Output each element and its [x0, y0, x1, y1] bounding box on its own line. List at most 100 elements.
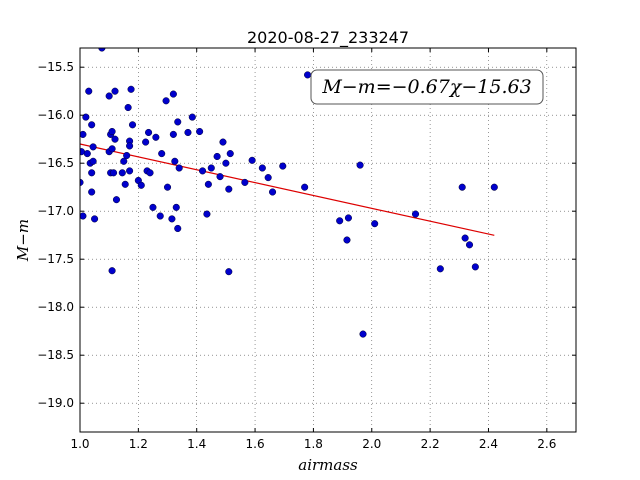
data-point: [184, 128, 192, 137]
plot-frame: [79, 47, 577, 433]
data-point: [88, 188, 96, 196]
x-tick-label: 1.4: [187, 437, 206, 451]
data-point: [126, 167, 134, 175]
x-tick-label: 1.0: [70, 437, 89, 451]
y-tick-labels: −15.5 −16.0 −16.5 −17.0 −17.5 −18.0 −18.5 −19.0: [37, 60, 74, 410]
x-tick-label: 2.6: [537, 437, 556, 451]
data-point: [225, 268, 233, 276]
points-layer: [80, 48, 498, 338]
data-point: [198, 167, 207, 175]
data-point: [91, 215, 99, 223]
annotation-text: M−m=−0.67χ−15.63: [321, 76, 531, 98]
data-point: [174, 224, 182, 233]
data-point: [120, 157, 128, 165]
data-point: [411, 210, 420, 218]
data-point: [127, 85, 135, 93]
data-point: [269, 188, 277, 196]
ticks: [79, 48, 576, 432]
data-point: [149, 203, 157, 211]
y-tick-label: −17.0: [37, 204, 74, 218]
data-point: [225, 185, 233, 193]
data-point: [111, 135, 119, 143]
x-tick-label: 1.2: [129, 437, 148, 451]
data-point: [175, 164, 183, 172]
data-point: [174, 118, 182, 126]
data-point: [226, 150, 234, 158]
data-point: [145, 128, 153, 137]
data-point: [82, 113, 90, 121]
data-point: [108, 267, 116, 275]
y-tick-label: −18.5: [37, 348, 74, 362]
x-tick-label: 2.2: [421, 437, 440, 451]
data-point: [172, 203, 180, 211]
data-point: [359, 330, 367, 338]
data-point: [216, 173, 224, 181]
data-point: [213, 152, 221, 161]
data-point: [123, 151, 131, 160]
x-tick-label: 1.6: [246, 437, 265, 451]
fit-line: [79, 143, 495, 236]
x-tick-label: 2.0: [362, 437, 381, 451]
fit-layer: [79, 143, 495, 236]
data-point: [471, 263, 479, 271]
data-point: [111, 87, 119, 95]
data-point: [465, 241, 474, 249]
data-point: [89, 157, 97, 165]
data-point: [458, 183, 466, 191]
x-tick-label: 2.4: [479, 437, 498, 451]
data-point: [371, 220, 379, 228]
chart-title: 2020-08-27_233247: [247, 28, 409, 48]
data-point: [128, 121, 137, 129]
data-point: [344, 214, 352, 222]
x-tick-label: 1.8: [304, 437, 323, 451]
data-point: [118, 169, 126, 177]
data-point: [258, 164, 266, 172]
data-point: [207, 164, 215, 172]
data-point: [105, 92, 113, 100]
data-point: [188, 113, 196, 121]
data-point: [88, 121, 96, 129]
data-point: [88, 169, 96, 177]
data-point: [85, 87, 93, 95]
data-point: [80, 130, 87, 138]
data-point: [222, 159, 230, 167]
data-point: [124, 103, 132, 112]
data-point: [112, 196, 121, 204]
data-point: [162, 97, 170, 105]
data-point: [301, 183, 309, 191]
fit-annotation: M−m=−0.67χ−15.63: [310, 69, 544, 105]
y-tick-label: −19.0: [37, 396, 74, 410]
data-point: [219, 138, 227, 146]
grid: [79, 48, 576, 432]
y-tick-label: −15.5: [37, 60, 74, 74]
data-point: [171, 157, 179, 165]
data-point: [126, 142, 134, 150]
data-point: [279, 162, 287, 170]
data-point: [152, 133, 160, 141]
data-point: [168, 215, 176, 223]
data-point: [142, 138, 150, 146]
y-axis-label: M−m: [14, 219, 32, 262]
x-axis-label: airmass: [298, 456, 358, 474]
data-point: [356, 161, 364, 169]
data-point: [89, 143, 97, 151]
data-point: [461, 234, 469, 242]
data-point: [156, 212, 164, 220]
data-point: [80, 178, 84, 186]
data-point: [83, 150, 91, 158]
data-point: [158, 150, 166, 158]
data-point: [490, 183, 498, 191]
y-tick-label: −17.5: [37, 252, 74, 266]
data-point: [146, 169, 154, 177]
x-tick-labels: 1.0 1.2 1.4 1.6 1.8 2.0 2.2 2.4 2.6: [70, 437, 556, 451]
data-point: [204, 180, 212, 188]
data-point: [169, 130, 177, 138]
data-point: [304, 71, 312, 79]
data-point: [264, 174, 272, 182]
data-point: [436, 265, 444, 273]
data-point: [108, 127, 116, 136]
data-point: [196, 127, 204, 136]
data-point: [343, 236, 351, 244]
